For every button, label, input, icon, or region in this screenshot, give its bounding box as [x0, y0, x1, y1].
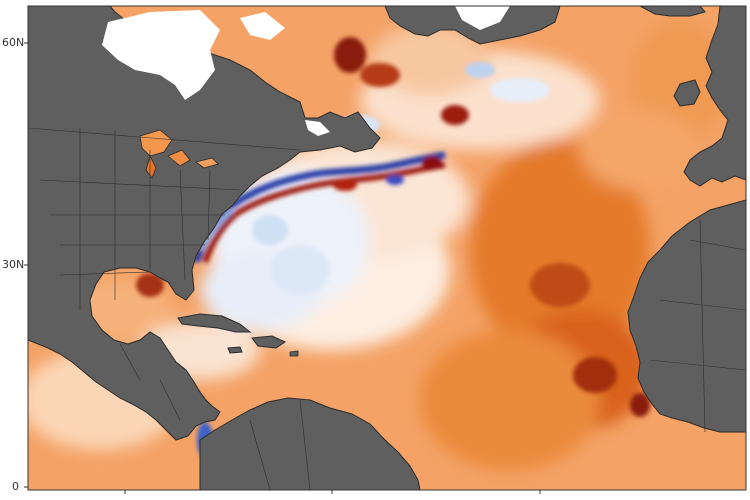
- land-jamaica: [227, 346, 243, 354]
- lat-label-30n: 30N: [2, 258, 25, 271]
- political-boundaries: [28, 127, 746, 490]
- lat-label-60n: 60N: [2, 36, 25, 49]
- land-cuba: [177, 313, 252, 333]
- land-ireland: [673, 79, 701, 107]
- land-africa: [627, 199, 746, 433]
- great-lakes: [139, 129, 219, 179]
- axis-ticks: [24, 42, 541, 494]
- land-europe: [683, 6, 746, 187]
- land-south-america: [199, 397, 421, 490]
- lat-label-0: 0: [12, 480, 19, 493]
- map-border: [27, 5, 747, 491]
- gulf-stream-warm-core: [202, 162, 446, 264]
- land-north-america: [28, 6, 381, 441]
- ocean-anomaly-field: [28, 20, 730, 470]
- land-hispaniola: [251, 335, 287, 349]
- ice-regions: [102, 6, 510, 136]
- land-iceland: [639, 6, 706, 17]
